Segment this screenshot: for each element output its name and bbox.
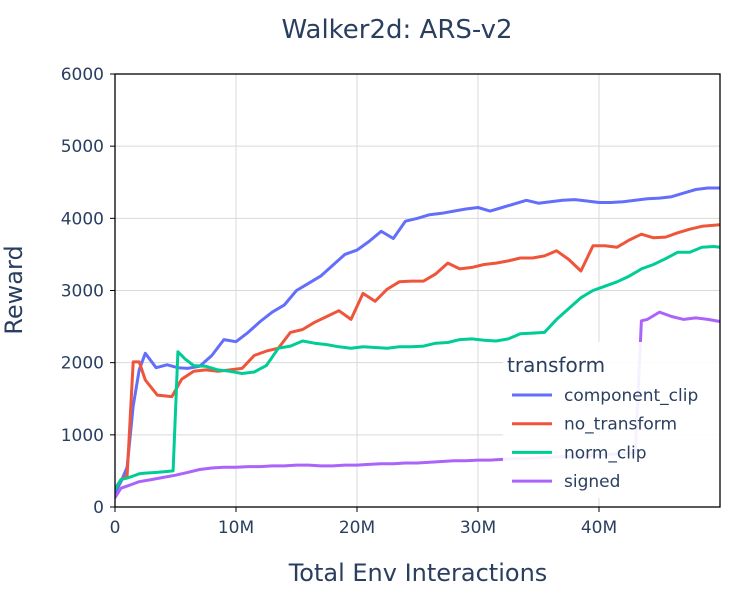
legend-label: signed	[564, 472, 620, 492]
y-axis: 0 1000 2000 3000 4000 5000 6000	[61, 65, 115, 518]
chart-title: Walker2d: ARS-v2	[281, 15, 512, 45]
x-tick-label: 20M	[339, 518, 375, 538]
y-tick-label: 5000	[61, 137, 104, 157]
y-tick-label: 1000	[61, 426, 104, 446]
series-line-no-transform	[115, 223, 720, 491]
x-tick-label: 0	[110, 518, 121, 538]
y-tick-label: 0	[93, 498, 104, 518]
gridlines	[115, 74, 720, 507]
x-tick-label: 10M	[218, 518, 254, 538]
legend-background	[503, 342, 720, 498]
y-tick-label: 2000	[61, 354, 104, 374]
y-tick-label: 4000	[61, 209, 104, 229]
x-axis: 0 10M 20M 30M 40M	[110, 507, 617, 538]
legend-title: transform	[507, 353, 605, 377]
legend-label: no_transform	[564, 415, 677, 435]
x-axis-title: Total Env Interactions	[288, 559, 548, 587]
y-tick-label: 6000	[61, 65, 104, 85]
x-tick-label: 40M	[581, 518, 617, 538]
legend-label: component_clip	[564, 386, 698, 406]
y-tick-label: 3000	[61, 282, 104, 302]
series-line-norm-clip	[115, 245, 720, 491]
x-tick-label: 30M	[460, 518, 496, 538]
series-line-component-clip	[115, 186, 720, 495]
legend-label: norm_clip	[564, 443, 647, 463]
y-axis-title: Reward	[0, 245, 28, 334]
legend: transform component_clip no_transform norm_…	[503, 342, 720, 498]
